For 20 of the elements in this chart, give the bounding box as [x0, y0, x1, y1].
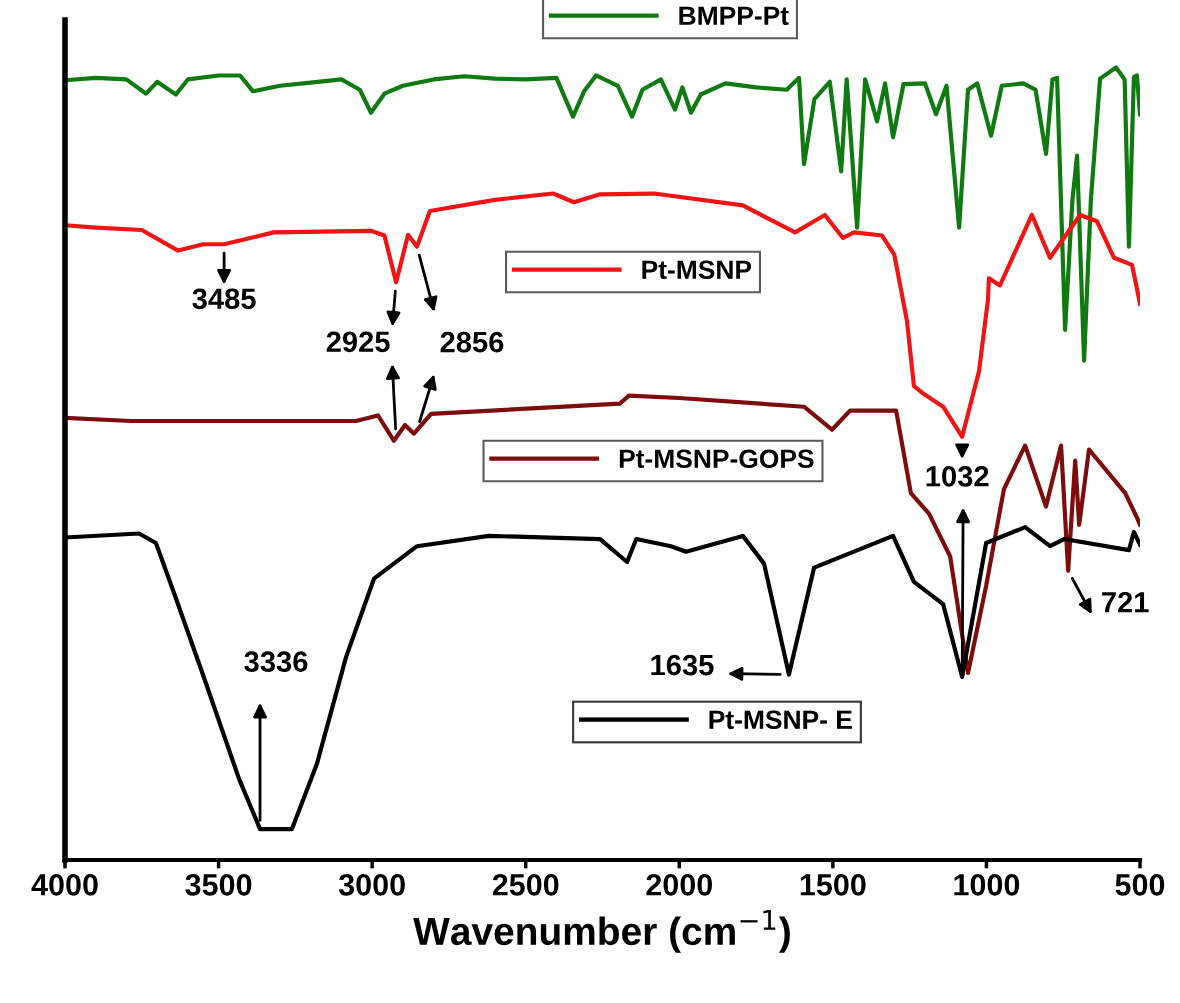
x-tick-label: 2500: [492, 874, 559, 896]
x-tick-label: 3500: [185, 874, 252, 896]
annotation: 2925: [326, 331, 390, 353]
legend-label: Pt-MSNP- E: [709, 710, 852, 730]
x-tick-label: 500: [1115, 874, 1165, 896]
x-tick-label: 1000: [954, 874, 1020, 896]
x-axis-title: Wavenumber (cm$^{−1}$): [413, 910, 790, 953]
legend-label: BMPP-Pt: [679, 6, 789, 26]
annotation: 2856: [440, 331, 504, 353]
x-tick-label: 1500: [800, 874, 866, 896]
legend-label: Pt-MSNP-GOPS: [619, 449, 814, 469]
x-tick-label: 2000: [646, 874, 713, 896]
annotation: 1635: [651, 654, 714, 676]
annotation: 3485: [192, 288, 256, 310]
annotation: 1032: [926, 466, 989, 487]
x-tick-label: 3000: [338, 874, 405, 896]
legend-label: Pt-MSNP: [642, 260, 752, 280]
annotation: 3336: [244, 651, 308, 672]
annotation: 721: [1102, 591, 1149, 613]
x-tick-label: 4000: [31, 874, 98, 896]
